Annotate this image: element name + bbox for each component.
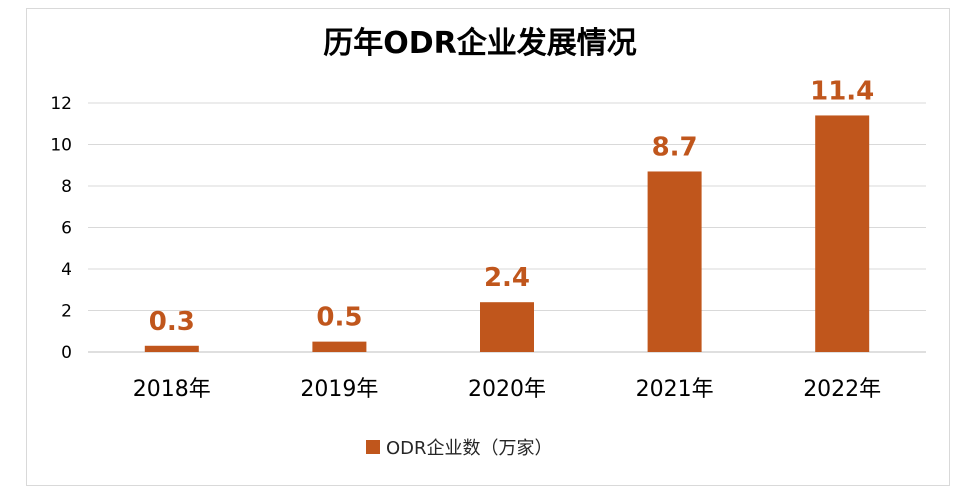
y-tick-label: 0 (61, 343, 72, 363)
bar (647, 171, 702, 352)
x-tick-label: 2019年 (300, 377, 378, 402)
data-label: 0.5 (316, 303, 362, 333)
legend-swatch (366, 440, 380, 454)
x-tick-label: 2022年 (803, 377, 881, 402)
bar (312, 341, 367, 352)
chart-title: 历年ODR企业发展情况 (323, 26, 637, 61)
x-tick-label: 2018年 (133, 377, 211, 402)
y-tick-label: 8 (61, 177, 72, 197)
chart-frame (26, 8, 950, 486)
y-tick-label: 12 (50, 94, 72, 114)
x-tick-label: 2021年 (636, 377, 714, 402)
data-label: 0.3 (149, 307, 195, 337)
legend-label: ODR企业数（万家） (386, 438, 553, 459)
x-tick-label: 2020年 (468, 377, 546, 402)
data-label: 11.4 (810, 76, 874, 106)
bar (480, 302, 534, 352)
data-label: 2.4 (484, 263, 530, 293)
y-tick-label: 2 (61, 302, 72, 322)
legend: ODR企业数（万家） (366, 436, 553, 459)
y-tick-label: 10 (50, 136, 72, 156)
data-label: 8.7 (652, 132, 698, 162)
bar (815, 115, 870, 352)
y-tick-label: 6 (61, 219, 72, 239)
y-tick-label: 4 (61, 260, 72, 280)
bar (144, 345, 199, 352)
